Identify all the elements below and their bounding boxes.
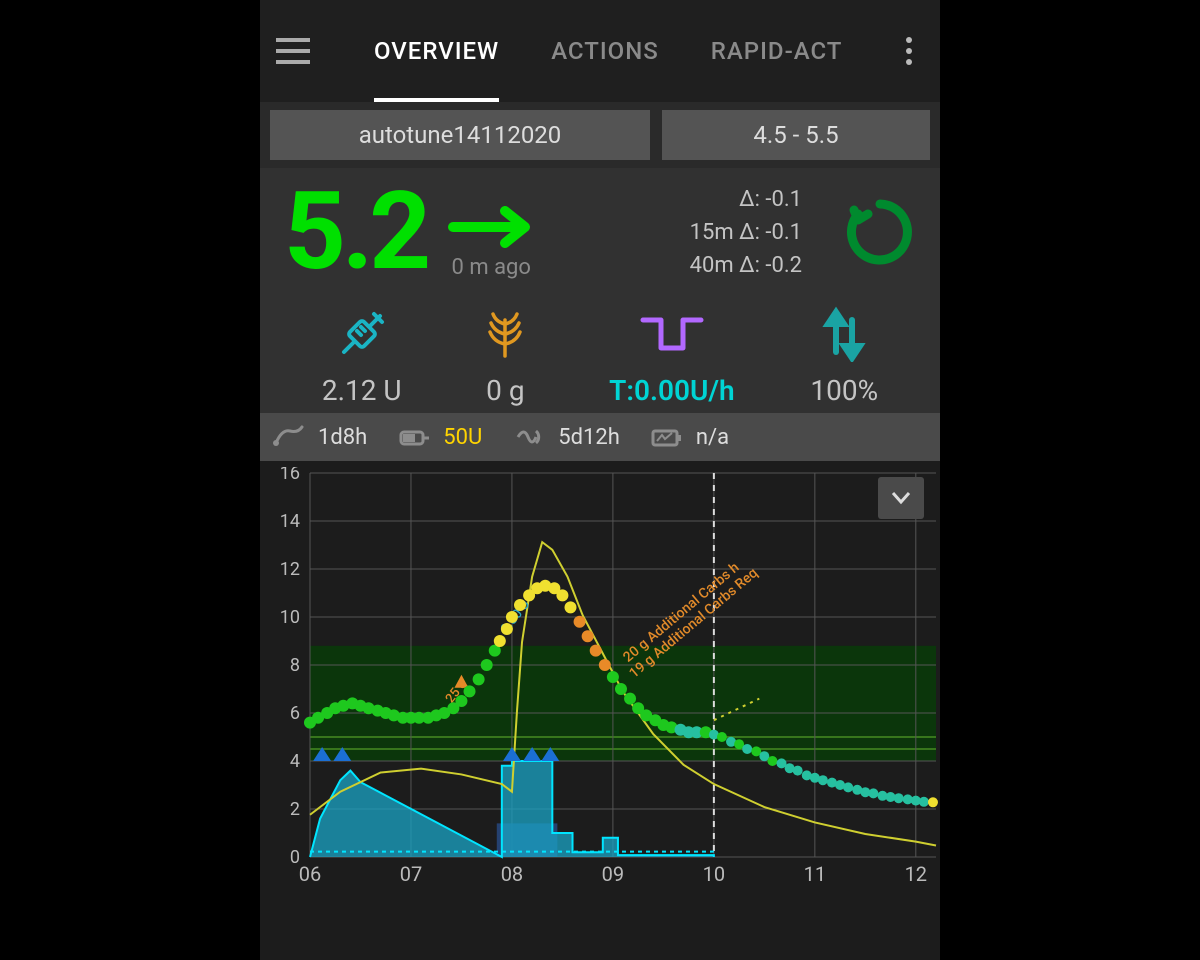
app-root: OVERVIEW ACTIONS RAPID-ACT autotune14112… [260, 0, 940, 960]
up-down-arrows-icon [816, 306, 872, 362]
cob-value: 0 g [486, 374, 524, 407]
svg-text:10: 10 [703, 862, 725, 886]
svg-text:11: 11 [804, 862, 826, 886]
active-profile-button[interactable]: autotune14112020 [270, 110, 650, 160]
svg-text:10: 10 [280, 607, 300, 628]
device-status-bar: 1d8h 50U 5d12h n/a [260, 413, 940, 461]
svg-text:6: 6 [290, 703, 300, 724]
svg-text:08: 08 [501, 862, 523, 886]
overflow-menu-button[interactable] [894, 37, 924, 65]
bg-deltas: Δ: -0.1 15m Δ: -0.1 40m Δ: -0.2 [690, 183, 802, 282]
arrow-right-icon [447, 203, 535, 251]
svg-text:4: 4 [290, 751, 300, 772]
sensor-icon [512, 423, 546, 451]
glucose-chart-svg: 02468101214160607080910111225 g3.30 U20 … [260, 467, 940, 887]
reservoir-level: 50U [443, 425, 482, 450]
cannula-age: 1d8h [318, 425, 367, 450]
sensor-age: 5d12h [558, 425, 620, 450]
chevron-down-icon [891, 491, 911, 505]
bg-timestamp: 0 m ago [452, 255, 531, 280]
svg-text:12: 12 [905, 862, 927, 886]
target-range-button[interactable]: 4.5 - 5.5 [662, 110, 930, 160]
bg-trend-group: 0 m ago [447, 203, 535, 280]
tab-overview[interactable]: OVERVIEW [348, 0, 525, 102]
info-bar: autotune14112020 4.5 - 5.5 [260, 102, 940, 168]
chart-scale-button[interactable] [878, 477, 924, 519]
battery-icon [650, 423, 684, 451]
svg-text:8: 8 [290, 655, 300, 676]
bg-delta: Δ: -0.1 [690, 183, 802, 216]
tab-actions[interactable]: ACTIONS [525, 0, 685, 102]
bg-value: 5.2 [284, 178, 427, 286]
reservoir-icon [397, 423, 431, 451]
top-tabs: OVERVIEW ACTIONS RAPID-ACT [348, 0, 886, 102]
svg-text:16: 16 [280, 467, 300, 484]
tab-rapid-acting[interactable]: RAPID-ACT [685, 0, 869, 102]
svg-text:2: 2 [290, 799, 300, 820]
iob-value: 2.12 U [322, 374, 402, 407]
loop-status-icon[interactable] [844, 196, 916, 268]
basal-pct-value: 100% [810, 374, 878, 407]
cannula-icon [272, 423, 306, 451]
svg-text:12: 12 [280, 559, 300, 580]
top-toolbar: OVERVIEW ACTIONS RAPID-ACT [260, 0, 940, 102]
iob-stat[interactable]: 2.12 U [322, 306, 402, 407]
bg-delta-15m: 15m Δ: -0.1 [690, 216, 802, 249]
cob-stat[interactable]: 0 g [477, 306, 533, 407]
battery-level: n/a [696, 425, 729, 450]
svg-text:07: 07 [400, 862, 422, 886]
svg-text:14: 14 [280, 511, 300, 532]
tbr-stat[interactable]: T:0.00U/h [609, 306, 734, 407]
syringe-icon [334, 306, 390, 362]
basal-pct-stat[interactable]: 100% [810, 306, 878, 407]
tbr-value: T:0.00U/h [609, 374, 734, 407]
bg-delta-40m: 40m Δ: -0.2 [690, 249, 802, 282]
svg-text:09: 09 [602, 862, 624, 886]
temp-basal-icon [637, 306, 707, 362]
menu-button[interactable] [276, 31, 316, 71]
svg-text:06: 06 [299, 862, 321, 886]
glucose-chart[interactable]: 02468101214160607080910111225 g3.30 U20 … [260, 461, 940, 960]
bg-summary-panel: 5.2 0 m ago Δ: -0.1 15m Δ: -0.1 40m Δ: -… [260, 168, 940, 413]
wheat-icon [477, 306, 533, 362]
